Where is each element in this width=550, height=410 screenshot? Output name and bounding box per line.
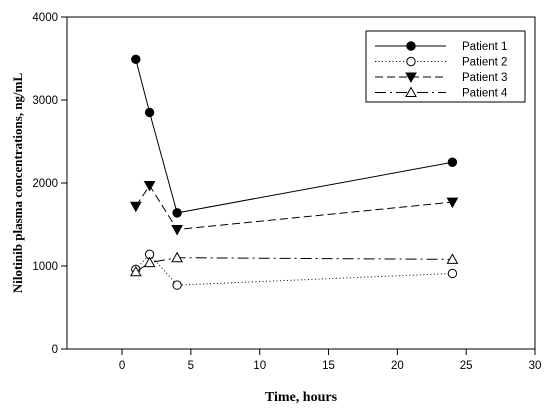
legend-item: Patient 2 [375,57,507,69]
data-point [144,107,155,118]
data-point [172,280,182,290]
series-4 [129,251,459,277]
legend-marker [405,86,417,97]
y-tick-label: 4000 [32,12,58,24]
x-tick-label: 5 [188,360,194,372]
y-axis-title: Nilotinib plasma concentrations, ng/mL [10,73,25,294]
series-line [135,257,453,273]
data-point [171,251,183,263]
data-point [129,265,142,277]
series-line [135,253,453,286]
legend-label: Patient 1 [462,41,507,53]
y-tick-label: 0 [52,344,58,356]
legend-box [365,30,526,103]
legend-marker [406,56,416,67]
legend: Patient 1 Patient 2 Patient 3 Patient 4 [365,30,526,103]
series-line [135,59,453,214]
y-axis: 0 1000 2000 3000 4000 [32,12,67,356]
legend-marker [406,41,416,51]
legend-item: Patient 3 [375,72,507,84]
legend-item: Patient 1 [375,41,507,53]
series-layer [129,54,459,290]
data-point [143,256,156,268]
legend-label: Patient 3 [462,72,507,84]
data-point [172,208,182,218]
y-tick-label: 1000 [32,261,58,273]
x-tick-label: 25 [460,360,473,372]
data-point [131,54,141,65]
y-tick-label: 3000 [32,95,58,107]
x-tick-label: 30 [529,360,542,372]
data-point [129,201,142,213]
x-tick-label: 10 [253,360,266,372]
series-3 [129,180,459,236]
series-1 [131,54,458,218]
legend-item: Patient 4 [375,86,508,100]
x-tick-label: 0 [119,360,125,372]
legend-label: Patient 2 [462,57,507,69]
data-point [171,224,183,236]
data-point [447,157,458,167]
series-2 [131,249,458,290]
data-point [143,180,156,192]
legend-label: Patient 4 [462,88,508,100]
y-tick-label: 2000 [32,178,58,190]
data-point [447,268,458,279]
legend-marker [405,72,417,84]
data-point [446,197,459,209]
x-tick-label: 15 [322,360,335,372]
data-point [446,253,459,264]
series-line [135,184,453,231]
x-tick-label: 20 [391,360,404,372]
x-axis-title: Time, hours [265,390,338,405]
x-axis: 0 5 10 15 20 25 30 [119,349,542,372]
